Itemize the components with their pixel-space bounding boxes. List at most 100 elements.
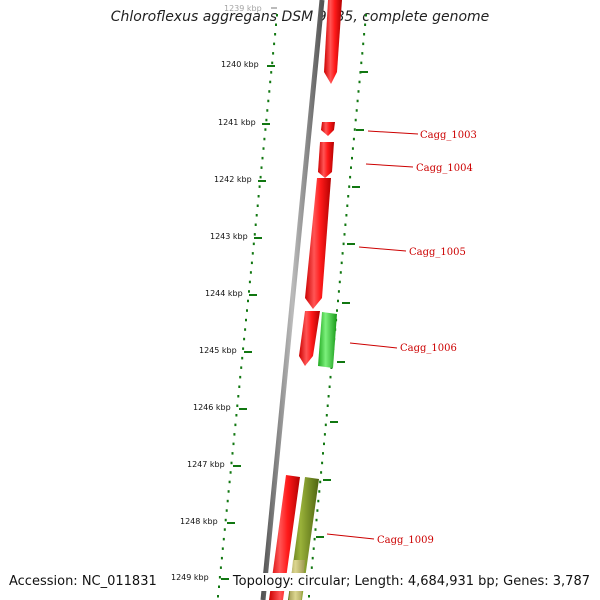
ring-dot <box>337 290 340 293</box>
ring-dot <box>270 71 273 74</box>
gene-arrow-forward[interactable] <box>269 475 300 600</box>
ring-dot <box>217 595 219 598</box>
ring-dot <box>364 23 367 26</box>
ring-dot <box>264 128 267 131</box>
ring-dot <box>247 299 249 303</box>
ring-dot <box>338 280 341 284</box>
ring-dot <box>260 166 263 169</box>
ring-dot <box>322 452 324 455</box>
ring-dot <box>310 566 313 569</box>
ring-dot <box>341 252 344 255</box>
ring-dot <box>255 214 258 217</box>
gene-arrow-reverse[interactable] <box>318 312 337 368</box>
ring-dot <box>233 433 236 436</box>
ring-dot <box>327 395 330 398</box>
ring-dot <box>308 595 310 598</box>
ring-dot <box>218 585 220 588</box>
ring-dot <box>268 90 271 93</box>
ring-dot <box>351 147 354 150</box>
ring-dot <box>266 109 269 112</box>
ring-dot <box>344 223 347 226</box>
ring-dot <box>243 337 246 341</box>
tick-label: 1243 kbp <box>210 232 248 241</box>
ring-dot <box>311 556 314 560</box>
ring-dot <box>362 42 365 46</box>
outer-dotted-ring-right <box>308 14 367 598</box>
gene-arrow-forward[interactable] <box>305 178 331 309</box>
tick-label: 1249 kbp <box>171 573 209 582</box>
ring-dot <box>248 280 251 284</box>
scale-ticks: 1239 kbp 1240 kbp 1241 kbp 1242 kbp 1243… <box>171 4 277 582</box>
ring-dot <box>324 423 327 427</box>
gene-label-cagg-1005[interactable]: Cagg_1005 <box>409 247 466 258</box>
ring-dot <box>236 404 239 407</box>
ring-dot <box>261 156 264 160</box>
ring-dot <box>328 385 331 388</box>
ring-dot <box>350 166 352 169</box>
ring-dot <box>320 471 323 474</box>
ring-dot <box>365 14 367 17</box>
ring-dot <box>357 90 360 93</box>
gene-arrow-forward[interactable] <box>318 142 334 178</box>
ring-dot <box>269 80 272 84</box>
ring-dot <box>343 233 346 236</box>
ring-dot <box>229 471 232 474</box>
ring-dot <box>250 261 253 265</box>
ring-dot <box>234 423 237 427</box>
gene-label-cagg-1004[interactable]: Cagg_1004 <box>416 163 473 174</box>
ring-dot <box>265 118 268 122</box>
ring-dot <box>225 509 228 512</box>
tick-label: 1248 kbp <box>180 517 218 526</box>
gene-label-cagg-1009[interactable]: Cagg_1009 <box>377 535 434 546</box>
ring-dot <box>315 518 318 522</box>
gene-labels: Cagg_1003 Cagg_1004 Cagg_1005 Cagg_1006 … <box>326 130 477 546</box>
tick-label: 1240 kbp <box>221 60 259 69</box>
ring-dot <box>245 318 247 322</box>
gene-arrow-forward[interactable] <box>324 0 342 84</box>
ring-dot <box>220 556 223 560</box>
label-leader-line <box>326 533 375 540</box>
ring-dot <box>316 509 319 512</box>
ring-dot <box>360 61 363 65</box>
ring-dot <box>321 461 324 465</box>
map-title: Chloroflexus aggregans DSM 9485, complet… <box>110 9 490 25</box>
tick-label: 1241 kbp <box>218 118 256 127</box>
ring-dot <box>263 137 266 141</box>
gene-features <box>269 0 342 600</box>
ring-dot <box>231 452 234 455</box>
ring-dot <box>235 414 238 417</box>
gene-label-cagg-1006[interactable]: Cagg_1006 <box>400 343 457 354</box>
ring-dot <box>273 42 276 46</box>
ring-dot <box>218 576 221 579</box>
ring-dot <box>345 214 348 217</box>
ring-dot <box>312 547 315 550</box>
ring-dot <box>340 261 343 265</box>
tick-label: 1239 kbp <box>224 4 262 13</box>
ring-dot <box>226 499 229 503</box>
ring-dot <box>267 99 270 103</box>
gene-label-cagg-1003[interactable]: Cagg_1003 <box>420 130 477 141</box>
ring-dot <box>271 61 274 65</box>
gene-arrow-forward[interactable] <box>321 122 335 136</box>
ring-dot <box>241 356 244 360</box>
ring-dot <box>272 52 275 55</box>
ring-dot <box>313 537 316 541</box>
accession-text: Accession: NC_011831 <box>9 573 157 591</box>
ring-dot <box>349 175 352 179</box>
ring-dot <box>256 204 259 207</box>
ring-dot <box>274 33 277 36</box>
ring-dot <box>317 499 320 503</box>
genome-backbone <box>260 0 325 600</box>
ring-dot <box>246 309 248 312</box>
tick-label: 1245 kbp <box>199 346 237 355</box>
ring-dot <box>361 52 364 55</box>
tick-label: 1244 kbp <box>205 289 243 298</box>
ring-dot <box>339 271 342 274</box>
ring-dot <box>240 366 243 369</box>
ring-dot <box>319 480 322 484</box>
ring-dot <box>346 204 349 207</box>
ring-dot <box>275 23 277 26</box>
ring-dot <box>337 299 339 303</box>
gene-arrow-forward[interactable] <box>299 311 320 366</box>
